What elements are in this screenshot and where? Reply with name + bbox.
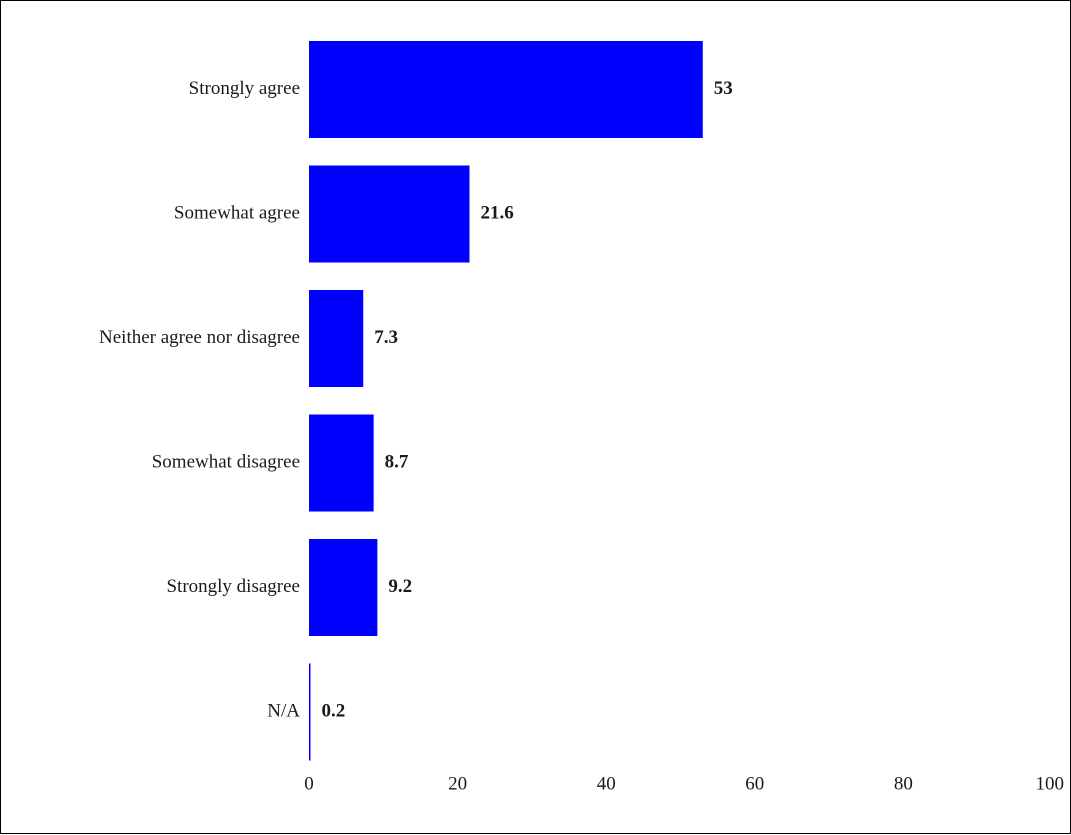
bar-neither-agree-nor-disagree bbox=[309, 290, 364, 387]
value-label-somewhat-disagree: 8.7 bbox=[385, 451, 409, 472]
category-label-strongly-disagree: Strongly disagree bbox=[166, 576, 300, 597]
category-label-somewhat-disagree: Somewhat disagree bbox=[152, 451, 300, 472]
value-labels: 53 21.6 7.3 8.7 9.2 0.2 bbox=[321, 78, 732, 722]
x-axis-tick-labels: 0 20 40 60 80 100 bbox=[304, 773, 1064, 794]
bars-layer bbox=[309, 41, 703, 761]
bar-somewhat-disagree bbox=[309, 414, 374, 512]
value-label-strongly-disagree: 9.2 bbox=[388, 576, 412, 597]
x-tick-label-60: 60 bbox=[745, 773, 764, 794]
value-label-neither-agree-nor-disagree: 7.3 bbox=[374, 327, 398, 348]
category-label-strongly-agree: Strongly agree bbox=[189, 78, 300, 99]
value-label-somewhat-agree: 21.6 bbox=[480, 202, 513, 223]
x-tick-label-100: 100 bbox=[1036, 773, 1065, 794]
bar-n-a bbox=[309, 663, 311, 761]
category-labels: Strongly agree Somewhat agree Neither agre… bbox=[99, 78, 300, 722]
category-label-neither-agree-nor-disagree: Neither agree nor disagree bbox=[99, 327, 300, 348]
value-label-strongly-agree: 53 bbox=[714, 78, 733, 99]
bar-strongly-agree bbox=[309, 41, 703, 138]
bar-somewhat-agree bbox=[309, 165, 470, 263]
bar-strongly-disagree bbox=[309, 539, 378, 636]
x-tick-label-40: 40 bbox=[597, 773, 616, 794]
x-tick-label-0: 0 bbox=[304, 773, 314, 794]
x-tick-label-20: 20 bbox=[448, 773, 467, 794]
x-tick-label-80: 80 bbox=[894, 773, 913, 794]
category-label-n-a: N/A bbox=[267, 700, 300, 721]
value-label-n-a: 0.2 bbox=[321, 700, 345, 721]
category-label-somewhat-agree: Somewhat agree bbox=[174, 202, 300, 223]
